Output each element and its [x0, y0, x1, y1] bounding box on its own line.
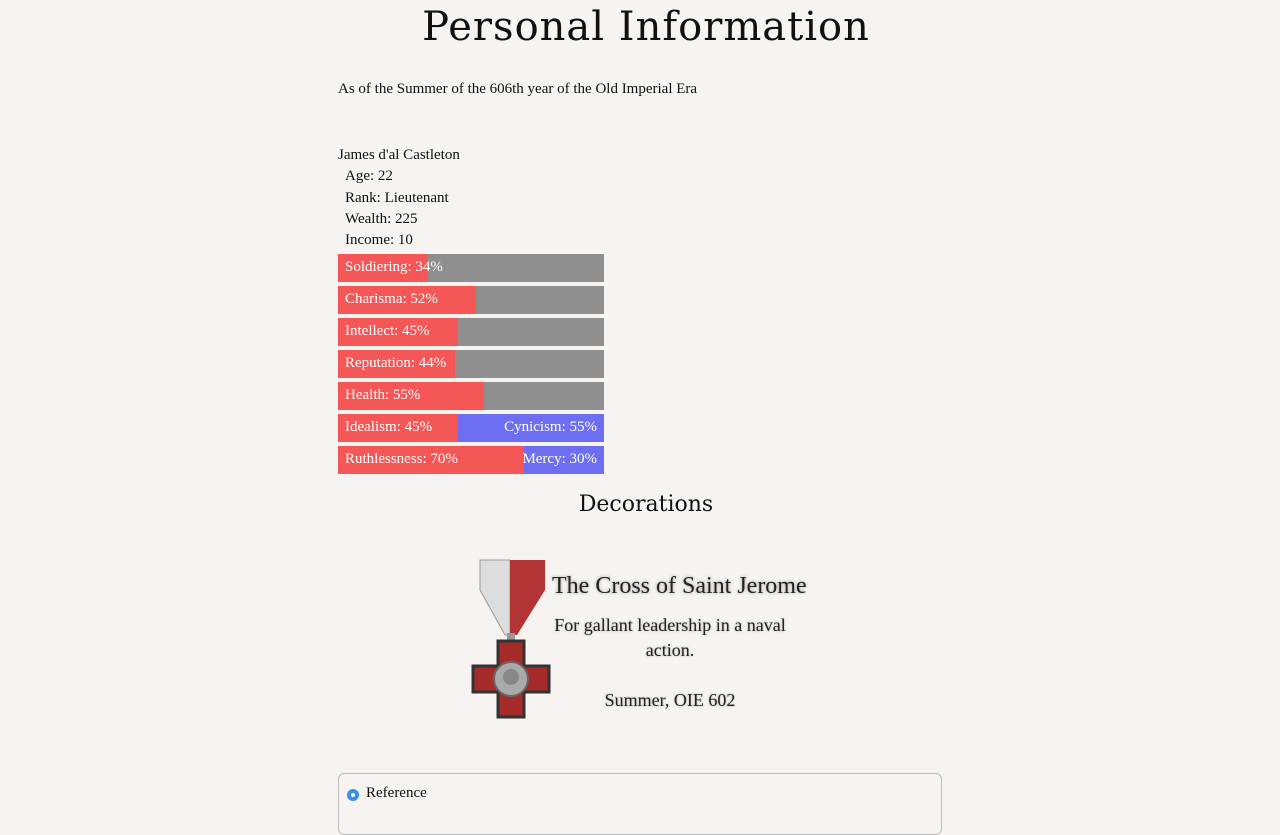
stat-label: Reputation: 44% [345, 355, 447, 371]
character-name: James d'al Castleton [338, 147, 460, 163]
stat-label: Charisma: 52% [345, 291, 438, 307]
stat-label: Soldiering: 34% [345, 259, 443, 275]
medal-cross-icon [471, 559, 551, 719]
stat-label: Health: 55% [345, 387, 421, 403]
page-title: Personal Information [422, 4, 870, 50]
dual-stat-left-fill [338, 414, 458, 442]
decoration-date: Summer, OIE 602 [604, 690, 736, 710]
reference-label: Reference [366, 785, 427, 801]
reference-panel[interactable]: Reference [338, 773, 942, 835]
dual-stat-left-fill [338, 446, 525, 474]
dual-stat-bar: Idealism: 45% Cynicism: 55% [338, 414, 604, 442]
character-age: Age: 22 [345, 168, 393, 185]
dual-stat-right-label: Mercy: 30% [522, 451, 597, 467]
stat-bar-fill [338, 382, 485, 410]
character-income: Income: 10 [345, 232, 413, 249]
stat-bar: Reputation: 44% [338, 350, 604, 378]
stat-bar: Health: 55% [338, 382, 604, 410]
date-subtitle: As of the Summer of the 606th year of th… [338, 81, 698, 97]
dual-stat-left-label: Idealism: 45% [345, 419, 433, 435]
stat-label: Intellect: 45% [345, 323, 430, 339]
character-wealth: Wealth: 225 [345, 210, 418, 227]
stat-bar-fill [338, 318, 458, 346]
stat-bar: Soldiering: 34% [338, 254, 604, 282]
stat-bar-fill [338, 254, 429, 282]
reference-radio[interactable] [347, 789, 359, 801]
character-rank: Rank: Lieutenant [345, 189, 449, 206]
dual-stat-bar: Ruthlessness: 70% Mercy: 30% [338, 446, 604, 474]
decorations-heading: Decorations [578, 492, 714, 517]
dual-stat-left-label: Ruthlessness: 70% [345, 451, 458, 467]
stat-bar: Charisma: 52% [338, 286, 604, 314]
decoration-item: The Cross of Saint Jerome For gallant le… [465, 555, 825, 725]
dual-stat-right-label: Cynicism: 55% [504, 419, 597, 435]
stat-bars: Soldiering: 34% Charisma: 52% Intellect: 4… [338, 254, 604, 478]
stat-bar-fill [338, 350, 456, 378]
character-info: James d'al Castleton Age: 22 Rank: Lieut… [338, 145, 460, 251]
stat-bar-fill [338, 286, 477, 314]
stat-bar: Intellect: 45% [338, 318, 604, 346]
decoration-name: The Cross of Saint Jerome [552, 573, 807, 599]
decoration-citation: For gallant leadership in a naval action… [554, 615, 786, 660]
